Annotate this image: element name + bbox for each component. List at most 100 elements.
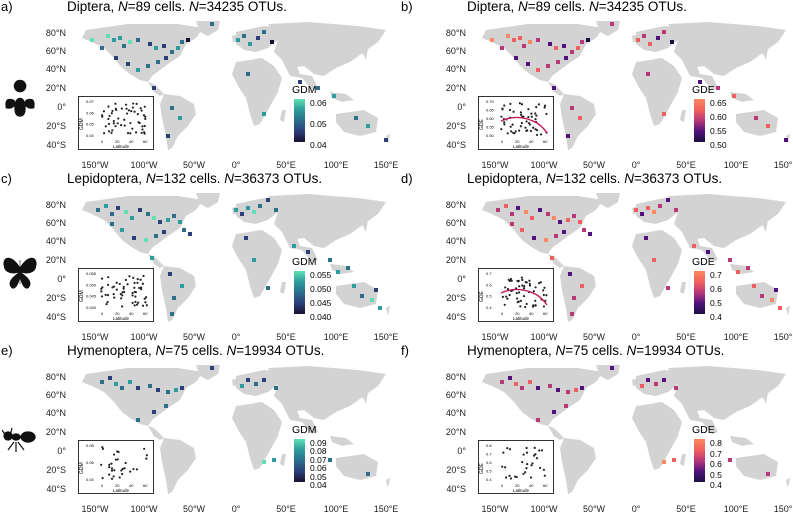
lat-tick-label: 0° [457,446,466,456]
inset-point [524,280,527,284]
grid-cell [588,232,592,236]
inset-x-tick: 0 [501,483,504,488]
inset-point [126,132,130,135]
grid-cell [112,38,116,42]
lat-tick-label: 40°N [45,408,66,418]
inset-x-label: Latitude [513,144,530,149]
grid-cell [154,234,158,238]
inset-point [112,122,115,125]
inset-point [144,115,147,118]
inset-point [528,279,531,282]
lon-tick-label: 100°W [530,504,558,514]
grid-cell [146,212,150,216]
inset-point [534,453,537,456]
inset-point [535,457,539,460]
grid-cell [514,382,518,386]
grid-cell [306,250,310,254]
land-mass [560,94,596,150]
grid-cell [662,460,666,464]
grid-cell [610,22,614,26]
legend-tick: 0.04 [310,140,327,150]
grid-cell [528,380,532,384]
inset-x-tick: 0 [501,311,504,316]
land-mass [280,454,286,466]
legend-tick: 0.6 [710,459,722,469]
legend-tick: 0.09 [310,438,327,448]
inset-point [121,467,124,471]
inset-point [508,474,511,477]
legend-colorbar [294,99,305,142]
lat-tick-label: 60°N [45,218,66,228]
grid-cell [752,284,756,288]
grid-cell [548,42,552,46]
world-map [482,21,790,150]
inset-point [120,297,123,300]
inset-point [519,125,522,128]
legend-tick: 0.60 [710,112,727,122]
inset-point [133,281,136,285]
lat-tick-label: 20°S [46,293,66,303]
inset-y-tick: 0.60 [486,116,495,121]
inset-point [539,133,543,136]
inset-point [537,281,541,285]
grid-cell [746,266,750,270]
inset-point [143,105,146,108]
grid-cell [360,294,364,298]
lat-tick-label: 20°S [46,121,66,131]
inset-y-label: GDM [79,462,85,474]
grid-cell [172,214,176,218]
inset-x-tick: 40 [529,139,534,144]
grid-cell [662,112,666,116]
lat-tick-label: 0° [57,446,66,456]
inset-point [110,469,114,472]
inset-x-tick: 40 [129,139,134,144]
grid-cell [566,134,570,138]
land-mass [680,282,686,294]
inset-x-label: Latitude [113,144,130,149]
grid-cell [566,390,570,394]
grid-cell [674,386,678,390]
grid-cell [270,40,274,44]
legend-tick: 0.040 [310,312,332,322]
grid-cell [136,418,140,422]
grid-cell [514,56,518,60]
legend-colorbar [294,439,305,482]
grid-cell [120,386,124,390]
inset-point [534,299,537,302]
inset-point [137,121,140,124]
land-mass [236,370,282,396]
lat-tick-label: 0° [457,274,466,284]
color-legend: GDM 0.06 0.05 0.04 [292,84,327,150]
inset-point [509,102,512,105]
inset-point [100,463,103,466]
grid-cell [544,238,548,242]
grid-cell [164,56,168,60]
inset-point [519,305,522,308]
grid-cell [770,298,774,302]
inset-point [542,305,546,308]
inset-point [100,287,103,290]
lon-tick-label: 100°E [323,160,349,170]
land-mass [232,402,282,470]
inset-point [503,104,506,107]
lon-tick-label: 100°W [130,504,158,514]
inset-point [500,115,503,118]
grid-cell [506,34,510,38]
inset-y-tick: 0.055 [86,271,97,276]
grid-cell [570,312,574,316]
inset-point [108,466,111,469]
grid-cell [640,384,644,388]
ant-icon [2,427,36,452]
land-mass [362,220,368,232]
inset-point [135,102,138,105]
grid-cell [244,236,248,240]
inset-point [112,475,115,478]
inset-x-tick: 40 [529,311,534,316]
grid-cell [698,80,702,84]
grid-cell [148,42,152,46]
lat-tick-label: 20°N [445,83,466,93]
color-legend: GDM 0.055 0.050 0.045 0.040 [292,256,331,322]
inset-point [523,285,526,288]
lon-tick-label: 0° [631,160,641,170]
grid-cell [336,270,340,274]
